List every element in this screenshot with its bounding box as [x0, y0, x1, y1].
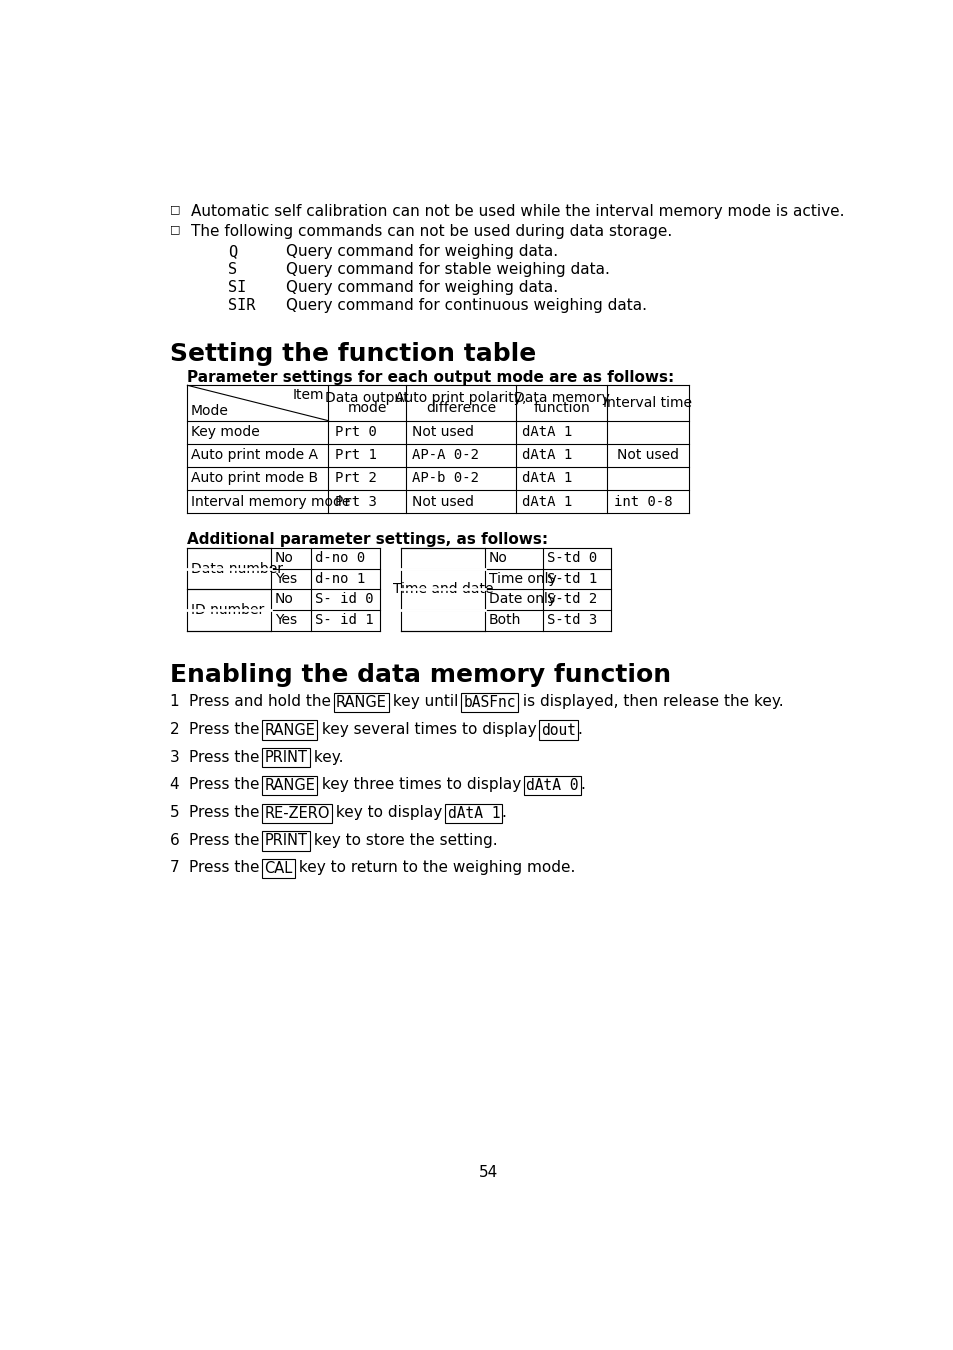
Text: key.: key.	[309, 749, 343, 764]
Text: dAtA 1: dAtA 1	[521, 448, 572, 462]
Text: SI: SI	[228, 279, 246, 294]
Text: RANGE: RANGE	[264, 778, 314, 792]
Text: dAtA 1: dAtA 1	[447, 806, 499, 821]
Text: d-no 1: d-no 1	[315, 571, 365, 586]
Text: Mode: Mode	[191, 405, 228, 418]
Text: 2: 2	[170, 722, 179, 737]
Text: Data memory: Data memory	[514, 390, 609, 405]
Text: Key mode: Key mode	[192, 425, 260, 439]
Text: The following commands can not be used during data storage.: The following commands can not be used d…	[191, 224, 671, 239]
Text: Query command for weighing data.: Query command for weighing data.	[286, 244, 558, 259]
Text: Press the: Press the	[189, 833, 264, 848]
Text: Query command for weighing data.: Query command for weighing data.	[286, 279, 558, 294]
Text: function: function	[533, 401, 590, 416]
Text: RANGE: RANGE	[264, 722, 314, 737]
Text: Parameter settings for each output mode are as follows:: Parameter settings for each output mode …	[187, 370, 674, 385]
Text: Data output: Data output	[325, 390, 409, 405]
Text: Press the: Press the	[189, 805, 264, 819]
Text: dAtA 0: dAtA 0	[525, 778, 578, 792]
Text: difference: difference	[426, 401, 496, 416]
Text: Not used: Not used	[412, 425, 474, 439]
Text: S- id 0: S- id 0	[315, 593, 374, 606]
Text: 1: 1	[170, 694, 179, 709]
Text: Query command for continuous weighing data.: Query command for continuous weighing da…	[286, 297, 646, 312]
Text: Time and date: Time and date	[393, 582, 493, 597]
Text: dAtA 1: dAtA 1	[521, 425, 572, 439]
Text: S-td 0: S-td 0	[546, 551, 597, 564]
Text: ID number: ID number	[192, 603, 264, 617]
Text: Press the: Press the	[189, 860, 264, 875]
Text: key to store the setting.: key to store the setting.	[309, 833, 497, 848]
Text: Yes: Yes	[274, 613, 296, 628]
Text: CAL: CAL	[264, 861, 293, 876]
Text: d-no 0: d-no 0	[315, 551, 365, 564]
Text: PRINT: PRINT	[264, 751, 307, 765]
Text: key three times to display: key three times to display	[316, 778, 525, 792]
Text: Both: Both	[488, 613, 520, 628]
Text: Interval memory mode: Interval memory mode	[192, 494, 351, 509]
Text: AP-b 0-2: AP-b 0-2	[412, 471, 478, 486]
Text: Auto print mode A: Auto print mode A	[192, 448, 318, 462]
Text: .: .	[579, 778, 584, 792]
Text: dAtA 1: dAtA 1	[521, 494, 572, 509]
Text: SIR: SIR	[228, 297, 254, 312]
Text: S-td 1: S-td 1	[546, 571, 597, 586]
Text: PRINT: PRINT	[264, 833, 307, 848]
Text: Not used: Not used	[617, 448, 679, 462]
Text: Prt 1: Prt 1	[335, 448, 376, 462]
Text: 54: 54	[478, 1165, 498, 1180]
Text: Enabling the data memory function: Enabling the data memory function	[170, 663, 670, 687]
Text: Press and hold the: Press and hold the	[189, 694, 335, 709]
Text: Auto print mode B: Auto print mode B	[192, 471, 318, 486]
Text: dout: dout	[540, 722, 576, 737]
Text: Setting the function table: Setting the function table	[170, 342, 536, 366]
Text: is displayed, then release the key.: is displayed, then release the key.	[517, 694, 782, 709]
Text: □: □	[170, 204, 180, 215]
Text: Item: Item	[293, 389, 324, 402]
Text: S: S	[228, 262, 236, 277]
Text: AP-A 0-2: AP-A 0-2	[412, 448, 478, 462]
Text: Press the: Press the	[189, 722, 264, 737]
Text: Date only: Date only	[488, 593, 556, 606]
Text: 4: 4	[170, 778, 179, 792]
Text: key to display: key to display	[331, 805, 447, 819]
Text: Query command for stable weighing data.: Query command for stable weighing data.	[286, 262, 609, 277]
Text: RANGE: RANGE	[335, 695, 386, 710]
Text: RE-ZERO: RE-ZERO	[264, 806, 330, 821]
Text: Time only: Time only	[488, 571, 557, 586]
Text: key until: key until	[388, 694, 463, 709]
Text: 7: 7	[170, 860, 179, 875]
Text: 6: 6	[170, 833, 179, 848]
Text: int 0-8: int 0-8	[613, 494, 672, 509]
Text: Additional parameter settings, as follows:: Additional parameter settings, as follow…	[187, 532, 548, 547]
Text: Auto print polarity,: Auto print polarity,	[395, 390, 526, 405]
Text: Prt 2: Prt 2	[335, 471, 376, 486]
Text: dAtA 1: dAtA 1	[521, 471, 572, 486]
Text: □: □	[170, 224, 180, 235]
Text: 3: 3	[170, 749, 179, 764]
Text: No: No	[488, 551, 507, 564]
Text: Prt 3: Prt 3	[335, 494, 376, 509]
Text: No: No	[274, 593, 294, 606]
Text: S- id 1: S- id 1	[315, 613, 374, 628]
Text: No: No	[274, 551, 294, 564]
Text: .: .	[501, 805, 506, 819]
Text: Data number: Data number	[192, 562, 283, 575]
Text: Press the: Press the	[189, 778, 264, 792]
Text: S-td 3: S-td 3	[546, 613, 597, 628]
Text: Not used: Not used	[412, 494, 474, 509]
Text: Q: Q	[228, 244, 236, 259]
Text: Automatic self calibration can not be used while the interval memory mode is act: Automatic self calibration can not be us…	[191, 204, 843, 219]
Text: Press the: Press the	[189, 749, 264, 764]
Text: 5: 5	[170, 805, 179, 819]
Text: mode: mode	[347, 401, 387, 416]
Text: Yes: Yes	[274, 571, 296, 586]
Text: key to return to the weighing mode.: key to return to the weighing mode.	[294, 860, 575, 875]
Text: S-td 2: S-td 2	[546, 593, 597, 606]
Text: Interval time: Interval time	[602, 396, 692, 410]
Text: bASFnc: bASFnc	[463, 695, 516, 710]
Text: Prt 0: Prt 0	[335, 425, 376, 439]
Text: key several times to display: key several times to display	[316, 722, 540, 737]
Text: .: .	[578, 722, 582, 737]
